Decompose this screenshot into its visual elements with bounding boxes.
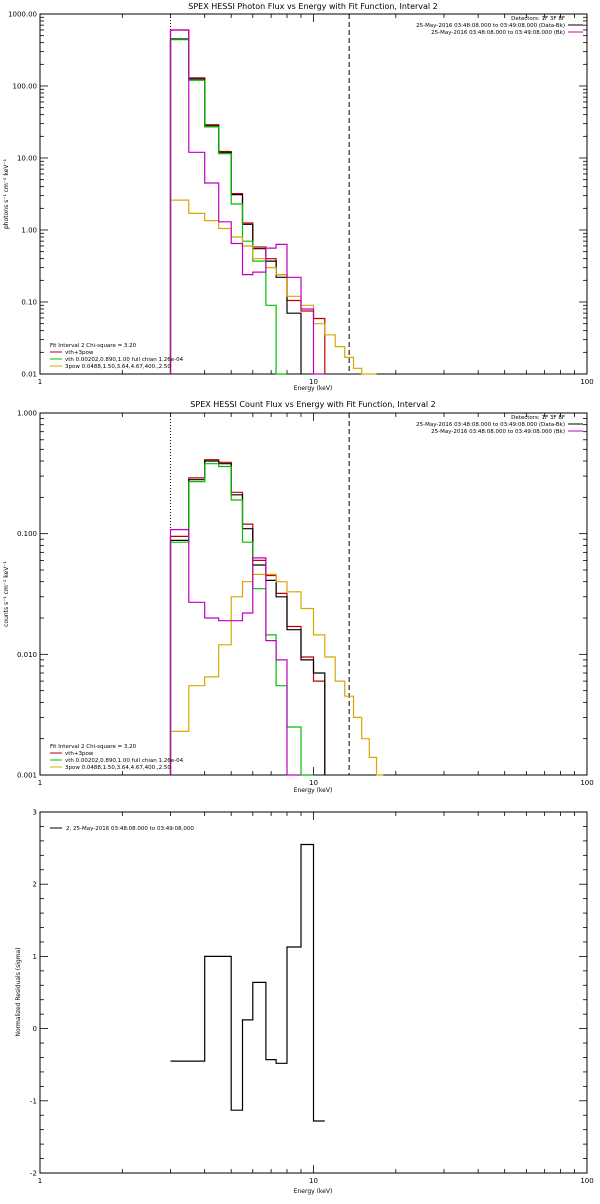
series-line-4 [169,529,301,776]
x-tick-label: 10 [309,378,318,386]
legend-top-entry: 25-May-2016 03:48:08.000 to 03:49:08.000… [416,23,565,29]
series-line-3 [169,573,384,776]
x-tick-label: 1 [38,378,42,386]
x-axis-label: Energy (keV) [294,787,333,794]
series-line-2 [169,39,287,375]
series-line-0 [170,843,325,1122]
y-tick-label: 0.010 [17,651,37,659]
y-tick-label: -2 [30,1170,37,1178]
y-tick-label: 10.00 [17,155,37,163]
y-tick-label: 3 [33,809,37,817]
y-axis-label: counts s⁻¹ cm⁻² keV⁻¹ [3,561,10,627]
series-line-1 [169,38,302,374]
x-tick-label: 10 [309,779,318,787]
legend-bottom-entry: Fit Interval 2 Chi-square = 3.20 [50,744,137,750]
legend-top-entry: 25-May-2016 03:48:08.000 to 03:49:08.000… [431,30,565,36]
y-tick-label: 0.10 [21,299,37,307]
legend-bottom-entry: vth 0.00202,0.890,1.00 full chian 1.26e-… [65,758,184,764]
x-tick-label: 1 [38,1177,42,1185]
x-tick-label: 100 [580,1177,593,1185]
y-axis-label: Normalized Residuals (sigma) [15,947,22,1036]
y-tick-label: 1.00 [21,227,37,235]
legend-bottom-entry: vth+3pow [65,350,94,356]
x-tick-label: 100 [580,779,593,787]
count-flux-panel: SPEX HESSI Count Flux vs Energy with Fit… [3,400,594,794]
y-tick-label: 100.00 [13,83,38,91]
legend-bottom-entry: 3pow 0.0488,1.50,3.64,4.67,400.,2.50 [65,765,171,771]
series-line-0 [169,459,326,775]
x-axis-label: Energy (keV) [294,1188,333,1195]
legend-bottom-entry: 3pow 0.0488,1.50,3.64,4.67,400.,2.50 [65,364,171,370]
plot-frame [39,412,588,776]
series-line-0 [169,29,326,374]
y-tick-label: 0.100 [17,530,37,538]
chart-title: SPEX HESSI Count Flux vs Energy with Fit… [190,400,435,409]
x-tick-label: 10 [309,1177,318,1185]
y-tick-label: 1 [33,953,37,961]
y-tick-label: 0 [33,1025,37,1033]
legend-top-entry: Detectors: 1F 3F 8F [511,415,565,421]
legend-top-entry: 25-May-2016 03:48:08.000 to 03:49:08.000… [416,422,565,428]
x-tick-label: 100 [580,378,593,386]
legend-entry: 2, 25-May-2016 03:48:08.000 to 03:49:08.… [66,826,194,832]
legend-top-entry: Detectors: 1F 3F 8F [511,16,565,22]
y-tick-label: 2 [33,881,37,889]
legend-top-entry: 25-May-2016 03:48:08.000 to 03:49:08.000… [431,429,565,435]
chart-title: SPEX HESSI Photon Flux vs Energy with Fi… [188,2,438,11]
legend-bottom-entry: Fit Interval 2 Chi-square = 3.20 [50,343,137,349]
y-tick-label: 1000.00 [8,11,37,19]
x-tick-label: 1 [38,779,42,787]
y-tick-label: 1.000 [17,410,37,418]
y-tick-label: -1 [30,1097,37,1105]
series-line-1 [169,460,326,775]
y-tick-label: 0.01 [21,371,37,379]
series-line-3 [169,199,377,375]
y-tick-label: 0.001 [17,772,37,780]
y-axis-label: photons s⁻¹ cm⁻² keV⁻¹ [3,158,10,229]
residuals-panel: Energy (keV) Normalized Residuals (sigma… [15,809,594,1196]
series-line-4 [169,29,325,375]
legend-bottom-entry: vth 0.00202,0.890,1.00 full chian 1.26e-… [65,357,184,363]
x-axis-label: Energy (keV) [294,385,333,392]
legend-bottom-entry: vth+3pow [65,751,94,757]
photon-flux-panel: SPEX HESSI Photon Flux vs Energy with Fi… [3,2,594,392]
